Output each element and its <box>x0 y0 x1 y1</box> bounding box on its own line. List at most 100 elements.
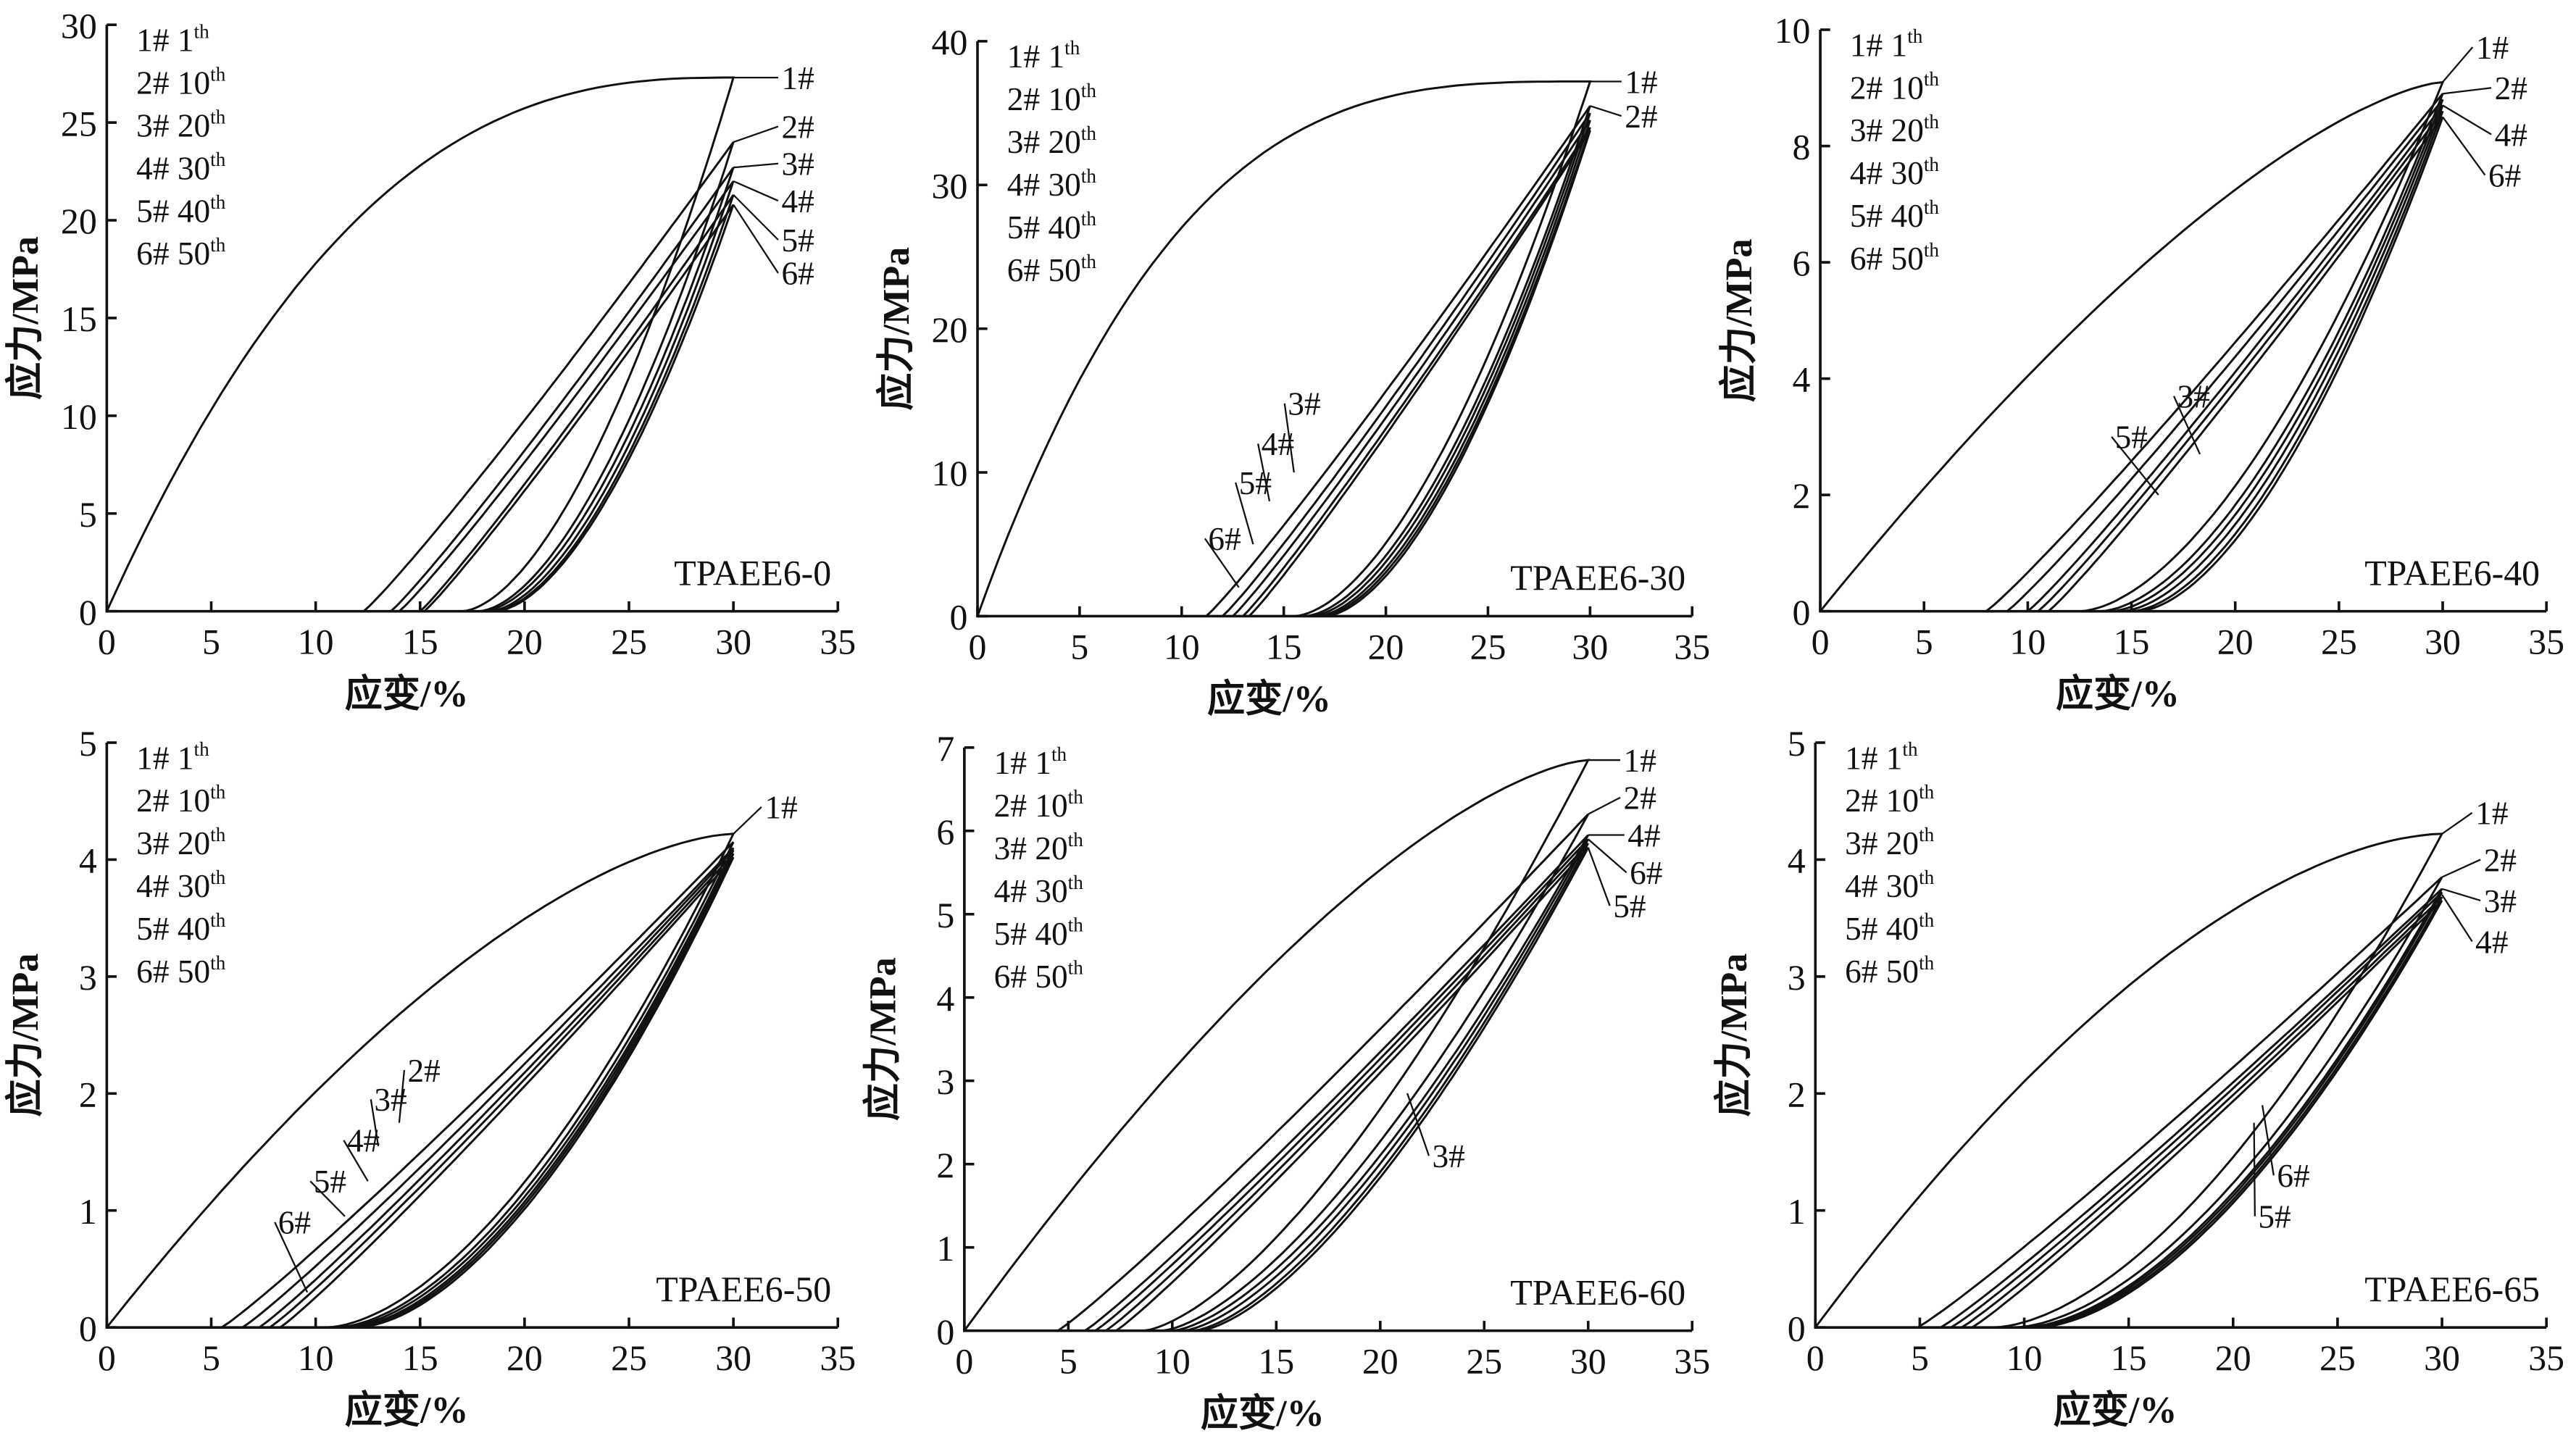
x-tick-label: 0 <box>98 1338 116 1378</box>
legend-cycle: 40 <box>1891 198 1924 234</box>
legend-sup: th <box>210 824 226 846</box>
legend-cycle: 20 <box>1891 112 1924 149</box>
legend-entry: 3# 20th <box>1850 111 1940 149</box>
x-tick-label: 0 <box>955 1342 973 1382</box>
callout-leader <box>370 1099 380 1147</box>
callout-label: 2# <box>781 109 814 145</box>
legend-sup: th <box>1051 743 1067 765</box>
callout-leader <box>733 806 762 835</box>
legend-cycle: 40 <box>178 911 210 947</box>
legend-id: 5# <box>136 193 169 229</box>
legend-sup: th <box>1919 867 1935 888</box>
legend-sup: th <box>1902 738 1918 760</box>
legend-entry: 1# 1th <box>1007 37 1080 75</box>
legend-id: 5# <box>1845 911 1877 947</box>
cycle-curve-6 <box>279 856 735 1329</box>
panel-title: TPAEE6-60 <box>1510 1272 1685 1312</box>
legend-entry: 5# 40th <box>1850 196 1940 234</box>
x-tick-label: 25 <box>1470 627 1506 667</box>
legend-sup: th <box>210 63 226 85</box>
legend-entry: 1# 1th <box>994 743 1067 781</box>
legend-id: 1# <box>136 740 169 776</box>
y-tick-label: 7 <box>936 729 954 769</box>
legend-entry: 5# 40th <box>136 909 226 947</box>
panel-title: TPAEE6-30 <box>1510 558 1685 598</box>
legend-cycle: 20 <box>178 107 210 143</box>
callout-label: 5# <box>2115 419 2148 456</box>
callout-label: 4# <box>1262 426 1294 462</box>
callout-leader <box>343 1140 369 1182</box>
legend-entry: 6# 50th <box>1850 239 1940 277</box>
x-tick-label: 35 <box>820 622 856 662</box>
y-tick-label: 5 <box>936 896 954 935</box>
x-tick-label: 30 <box>2425 622 2461 662</box>
callout-label: 6# <box>1630 855 1662 891</box>
legend-cycle: 50 <box>1048 252 1080 288</box>
cycle-curve-2 <box>1205 105 1591 617</box>
y-tick-label: 5 <box>1788 724 1806 764</box>
callout-label: 2# <box>1624 780 1656 817</box>
callout-label: 1# <box>1625 64 1657 100</box>
y-tick-label: 6 <box>1793 243 1811 283</box>
legend-entry: 6# 50th <box>136 952 226 990</box>
y-axis-label: 应力/MPa <box>862 957 904 1121</box>
y-tick-label: 0 <box>1788 1308 1806 1348</box>
cycle-curve-3 <box>241 847 735 1329</box>
legend-cycle: 20 <box>178 825 210 861</box>
x-tick-label: 15 <box>402 1338 438 1378</box>
cycle-curve-5 <box>269 853 735 1329</box>
y-tick-label: 1 <box>1788 1192 1806 1232</box>
cycle-curve-5 <box>1961 896 2443 1329</box>
x-tick-label: 35 <box>1674 627 1710 667</box>
legend-sup: th <box>1907 25 1923 47</box>
y-tick-label: 10 <box>61 397 97 437</box>
y-tick-label: 20 <box>932 310 968 350</box>
legend-cycle: 10 <box>1048 81 1080 117</box>
y-tick-label: 40 <box>932 22 968 62</box>
x-tick-label: 25 <box>611 1338 647 1378</box>
cycle-curve-6 <box>423 204 735 613</box>
legend-entry: 2# 10th <box>1007 80 1097 117</box>
callout-leader <box>733 180 779 202</box>
legend-id: 1# <box>136 22 169 59</box>
legend-entry: 3# 20th <box>136 824 226 861</box>
callout-leader <box>2441 811 2473 835</box>
legend-id: 6# <box>136 953 169 990</box>
cycle-curve-3 <box>1940 888 2443 1329</box>
cycle-curve-2 <box>1057 813 1590 1332</box>
x-tick-label: 30 <box>1570 1342 1606 1382</box>
callout-label: 6# <box>781 256 814 292</box>
cycle-curve-1 <box>1819 80 2445 613</box>
y-tick-label: 1 <box>79 1192 97 1232</box>
callout-label: 2# <box>2495 70 2527 107</box>
callout-label: 4# <box>2475 924 2508 960</box>
legend-id: 5# <box>1007 209 1040 246</box>
x-tick-label: 30 <box>1572 627 1608 667</box>
legend-cycle: 20 <box>1048 124 1080 160</box>
legend-cycle: 10 <box>178 64 210 101</box>
legend-cycle: 10 <box>1035 788 1067 824</box>
callout-label: 5# <box>1239 465 1272 501</box>
cycle-curve-4 <box>398 180 735 613</box>
callout-label: 3# <box>781 146 814 183</box>
legend-id: 2# <box>136 782 169 819</box>
legend-cycle: 50 <box>1891 241 1924 277</box>
legend-sup: th <box>1919 824 1935 846</box>
legend-cycle: 1 <box>1891 27 1908 63</box>
legend-entry: 3# 20th <box>1007 122 1097 160</box>
callout-label: 3# <box>374 1082 407 1118</box>
callout-label: 6# <box>2488 158 2521 194</box>
x-tick-label: 15 <box>1266 627 1302 667</box>
legend-id: 3# <box>994 830 1027 867</box>
callout-leader <box>2253 1122 2256 1216</box>
callout-label: 1# <box>2476 30 2509 66</box>
legend-entry: 4# 30th <box>136 867 226 904</box>
legend-id: 5# <box>1850 198 1883 234</box>
legend-cycle: 50 <box>178 953 210 990</box>
y-tick-label: 1 <box>936 1229 954 1269</box>
x-tick-label: 10 <box>1164 627 1200 667</box>
legend-id: 3# <box>1007 124 1040 160</box>
legend-sup: th <box>1081 165 1097 187</box>
legend-entry: 3# 20th <box>994 829 1084 867</box>
legend-id: 3# <box>136 107 169 143</box>
